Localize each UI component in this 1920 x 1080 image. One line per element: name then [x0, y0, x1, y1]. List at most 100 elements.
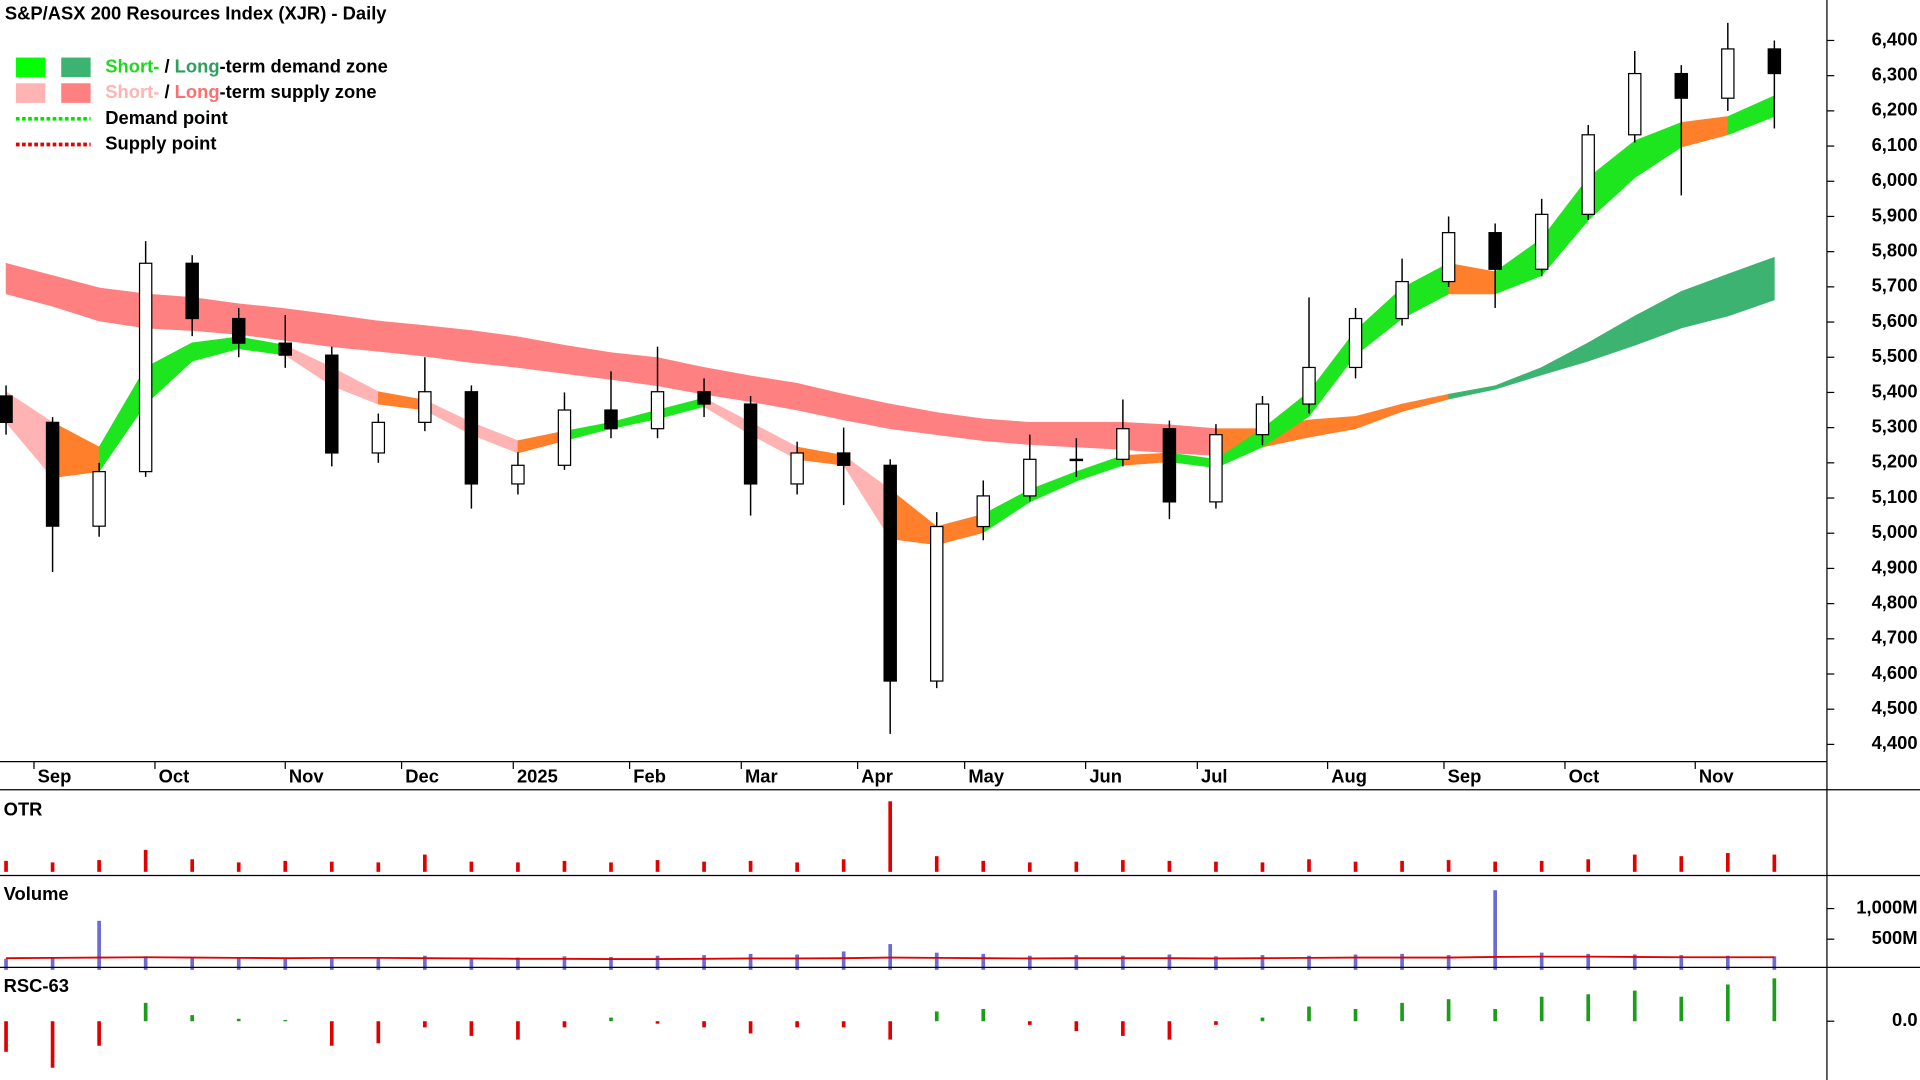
x-tick-label: Oct [159, 765, 190, 786]
bar [190, 1015, 195, 1022]
bar [1307, 955, 1311, 970]
candle-body [743, 403, 758, 485]
bar [283, 958, 288, 970]
bar [1260, 862, 1265, 872]
candle-body [138, 262, 153, 473]
legend-text: -term demand zone [220, 55, 388, 76]
bar [1353, 1008, 1358, 1022]
zone-band [424, 325, 472, 363]
bar [841, 951, 846, 970]
zone-band [1076, 422, 1124, 450]
candle-body [557, 409, 572, 466]
bar [795, 1021, 799, 1028]
candle-body [1069, 458, 1084, 462]
x-tick-label: Dec [405, 765, 439, 786]
x-tick-label: Nov [289, 765, 324, 786]
bar [934, 1011, 939, 1022]
bar [1353, 861, 1358, 872]
bar [562, 1021, 567, 1028]
y-tick-label: 5,600 [1872, 310, 1918, 331]
bar [1074, 955, 1079, 970]
bar [143, 1002, 148, 1022]
bar [1679, 856, 1684, 872]
y-tick-label: 6,300 [1872, 64, 1918, 85]
x-tick-label: Sep [38, 765, 72, 786]
sub-panels: OTR Volume 1,000M 500M RSC-63 0.0 [4, 798, 1918, 1068]
bar [329, 957, 334, 970]
legend-text: Demand point [105, 107, 227, 128]
bar [469, 1021, 474, 1036]
bar [143, 956, 148, 970]
candle-body [1162, 428, 1177, 503]
bar [748, 953, 753, 970]
bar [1493, 861, 1497, 872]
bar [1772, 854, 1777, 872]
y-tick-label: 4,900 [1872, 556, 1918, 577]
average-line [6, 955, 1775, 960]
x-tick-label: Sep [1448, 765, 1482, 786]
zone-band [1122, 422, 1170, 454]
legend-text: Long [175, 81, 220, 102]
bar [1539, 952, 1544, 970]
bar [981, 1008, 986, 1022]
y-tick-label: 5,700 [1872, 275, 1918, 296]
legend-text: / [159, 81, 174, 102]
bar [376, 862, 381, 872]
bar [143, 849, 148, 872]
y-tick-label: 5,900 [1872, 204, 1918, 225]
candle-body [418, 391, 432, 423]
bar [1725, 853, 1730, 872]
bar [1632, 854, 1637, 872]
candle-body [1023, 458, 1037, 497]
candle-body [883, 464, 897, 682]
bar [50, 958, 55, 970]
bar [236, 958, 241, 970]
y-tick-label: 6,000 [1872, 169, 1918, 190]
zone-band [1029, 422, 1077, 448]
panel-title: RSC-63 [4, 975, 69, 996]
candle-body [930, 525, 944, 682]
bar [516, 957, 520, 970]
zone-band [471, 330, 519, 368]
bar [1027, 1021, 1032, 1025]
bar [1446, 860, 1451, 872]
bar [236, 1018, 241, 1022]
candle-body [231, 317, 246, 344]
candle-body [325, 354, 339, 454]
bar [841, 859, 846, 872]
legend-text: -term supply zone [220, 81, 377, 102]
bar [609, 956, 613, 970]
bar [50, 1021, 55, 1068]
bar [423, 955, 427, 970]
bar [1725, 984, 1730, 1022]
bar [1121, 1021, 1125, 1036]
bar [1214, 1021, 1218, 1025]
legend-text: Long [175, 55, 220, 76]
candle-body [1255, 403, 1270, 436]
legend-swatch [61, 83, 91, 103]
bar [888, 1021, 893, 1040]
candle-body [0, 395, 13, 423]
bar [702, 955, 706, 970]
candle-body [1441, 232, 1456, 283]
bar [655, 860, 660, 872]
legend-entry: Demand point [105, 107, 227, 128]
bar [888, 801, 893, 872]
zone-band [378, 320, 426, 357]
bar [97, 1021, 101, 1046]
zone-band [331, 314, 379, 352]
bar [1632, 954, 1637, 970]
x-tick-label: Oct [1569, 765, 1600, 786]
bar [748, 860, 753, 872]
bar [1353, 954, 1358, 970]
bar [1539, 996, 1544, 1022]
bar [1586, 994, 1591, 1022]
candles [0, 22, 1782, 734]
y-tick-label: 4,500 [1872, 697, 1918, 718]
candle-body [1721, 48, 1735, 99]
bar [329, 1021, 334, 1046]
bar [516, 1021, 520, 1040]
bar [1539, 860, 1544, 872]
candle-body [697, 391, 711, 405]
bar [1632, 990, 1637, 1022]
